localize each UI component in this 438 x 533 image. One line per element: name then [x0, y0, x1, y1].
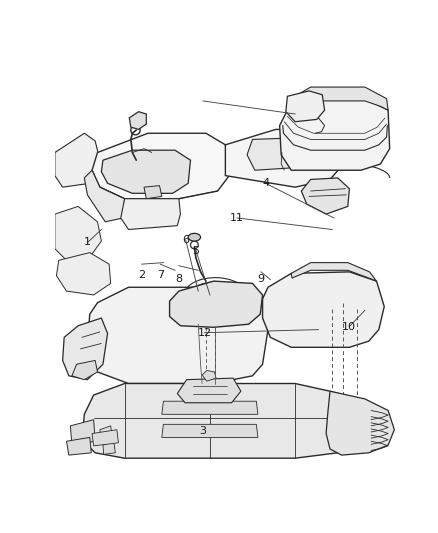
Ellipse shape — [192, 293, 237, 316]
Polygon shape — [55, 133, 99, 187]
Ellipse shape — [200, 384, 219, 398]
Ellipse shape — [297, 116, 305, 123]
Ellipse shape — [188, 233, 200, 241]
Polygon shape — [144, 185, 162, 199]
Polygon shape — [325, 391, 393, 455]
Text: 12: 12 — [197, 328, 211, 338]
Polygon shape — [99, 426, 112, 440]
Polygon shape — [87, 287, 267, 384]
Polygon shape — [177, 378, 240, 403]
Polygon shape — [247, 138, 300, 170]
Ellipse shape — [352, 306, 358, 312]
Ellipse shape — [167, 332, 190, 348]
Ellipse shape — [296, 102, 311, 113]
Text: 2: 2 — [138, 270, 145, 280]
Text: 3: 3 — [199, 426, 206, 437]
Text: 8: 8 — [175, 274, 182, 285]
Ellipse shape — [178, 168, 202, 182]
Polygon shape — [262, 272, 383, 348]
Polygon shape — [169, 281, 262, 327]
Polygon shape — [70, 419, 95, 445]
Text: 11: 11 — [230, 213, 244, 223]
Ellipse shape — [186, 289, 244, 320]
Polygon shape — [92, 430, 118, 446]
Polygon shape — [66, 438, 91, 455]
Ellipse shape — [129, 332, 158, 351]
Polygon shape — [225, 130, 339, 187]
Polygon shape — [300, 178, 349, 214]
Polygon shape — [285, 91, 324, 122]
Ellipse shape — [181, 171, 199, 181]
Ellipse shape — [365, 123, 371, 128]
Ellipse shape — [114, 183, 119, 188]
Polygon shape — [129, 112, 146, 130]
Text: 9: 9 — [257, 274, 264, 285]
Ellipse shape — [273, 297, 280, 305]
Ellipse shape — [162, 329, 195, 350]
Text: 10: 10 — [341, 321, 355, 332]
Polygon shape — [201, 370, 215, 381]
Text: 4: 4 — [261, 178, 269, 188]
Ellipse shape — [238, 295, 243, 301]
Polygon shape — [101, 150, 190, 193]
Polygon shape — [55, 206, 101, 260]
Ellipse shape — [261, 148, 284, 160]
Polygon shape — [162, 401, 258, 414]
Text: 5: 5 — [192, 246, 199, 256]
Polygon shape — [57, 253, 110, 295]
Ellipse shape — [124, 161, 166, 182]
Polygon shape — [102, 441, 115, 454]
Polygon shape — [288, 87, 387, 110]
Ellipse shape — [258, 146, 288, 163]
Polygon shape — [82, 384, 364, 458]
Polygon shape — [279, 99, 389, 170]
Text: 7: 7 — [156, 270, 163, 280]
Polygon shape — [92, 133, 229, 199]
Ellipse shape — [339, 300, 346, 306]
Polygon shape — [72, 360, 97, 379]
Polygon shape — [290, 263, 376, 281]
Polygon shape — [162, 424, 258, 438]
Polygon shape — [120, 199, 180, 230]
Polygon shape — [63, 318, 107, 379]
Polygon shape — [84, 170, 124, 222]
Ellipse shape — [124, 328, 164, 354]
Ellipse shape — [205, 174, 221, 182]
Ellipse shape — [377, 129, 382, 134]
Ellipse shape — [297, 114, 307, 125]
Ellipse shape — [118, 158, 172, 185]
Ellipse shape — [202, 172, 224, 184]
Text: 6: 6 — [182, 236, 189, 245]
Ellipse shape — [110, 181, 116, 186]
Text: 1: 1 — [84, 238, 91, 247]
